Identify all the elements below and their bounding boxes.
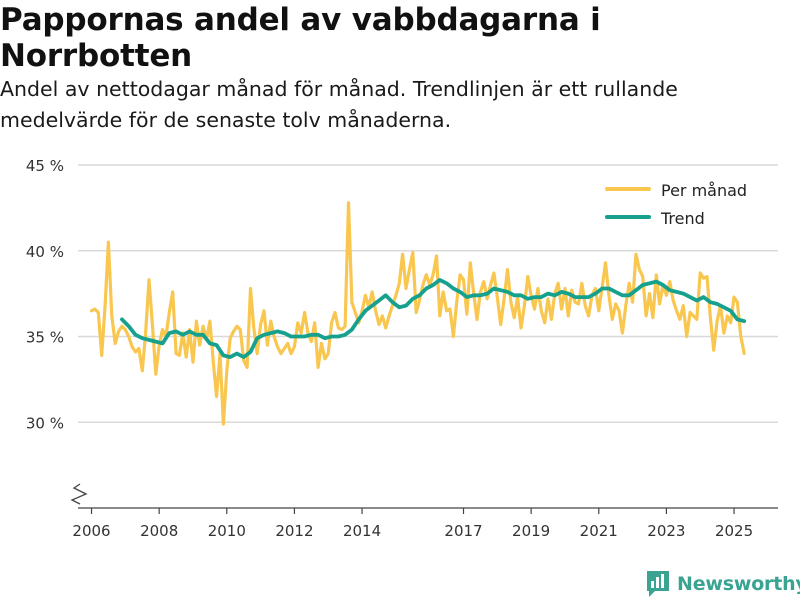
x-tick-label-2017: 2017: [444, 522, 482, 540]
chart-title: Pappornas andel av vabbdagarna i Norrbot…: [0, 2, 601, 74]
legend-label-per-manad: Per månad: [661, 181, 747, 200]
x-tick-label-2006: 2006: [72, 522, 110, 540]
y-axis-break-icon: [70, 483, 88, 505]
x-tick-label-2012: 2012: [275, 522, 313, 540]
x-tick-label-2021: 2021: [580, 522, 618, 540]
x-tick-label-2019: 2019: [512, 522, 550, 540]
newsworthy-logo-text: Newsworthy: [677, 573, 800, 595]
x-tick-label-2025: 2025: [715, 522, 753, 540]
series-line-per-manad: [89, 201, 746, 426]
y-tick-label-45: 45 %: [26, 157, 64, 175]
chart-subtitle: Andel av nettodagar månad för månad. Tre…: [0, 77, 678, 132]
x-tick-label-2023: 2023: [647, 522, 685, 540]
x-tick-label-2014: 2014: [343, 522, 381, 540]
x-axis: 2006 2008 2010 2012 2014 2017 2019 2021 2023 2025: [70, 483, 778, 540]
x-tick-label-2008: 2008: [140, 522, 178, 540]
y-axis-ticks: 30 % 35 % 40 % 45 %: [26, 157, 64, 432]
newsworthy-logo-icon: [647, 571, 669, 597]
legend-label-trend: Trend: [660, 209, 705, 228]
y-tick-label-30: 30 %: [26, 414, 64, 432]
series-lines: [89, 201, 747, 426]
y-tick-label-40: 40 %: [26, 243, 64, 261]
newsworthy-logo: Newsworthy: [645, 567, 800, 601]
legend: Per månad Trend: [600, 176, 768, 228]
y-tick-label-35: 35 %: [26, 329, 64, 347]
legend-background: [600, 176, 768, 228]
x-tick-label-2010: 2010: [208, 522, 246, 540]
series-line-trend: [120, 278, 747, 359]
